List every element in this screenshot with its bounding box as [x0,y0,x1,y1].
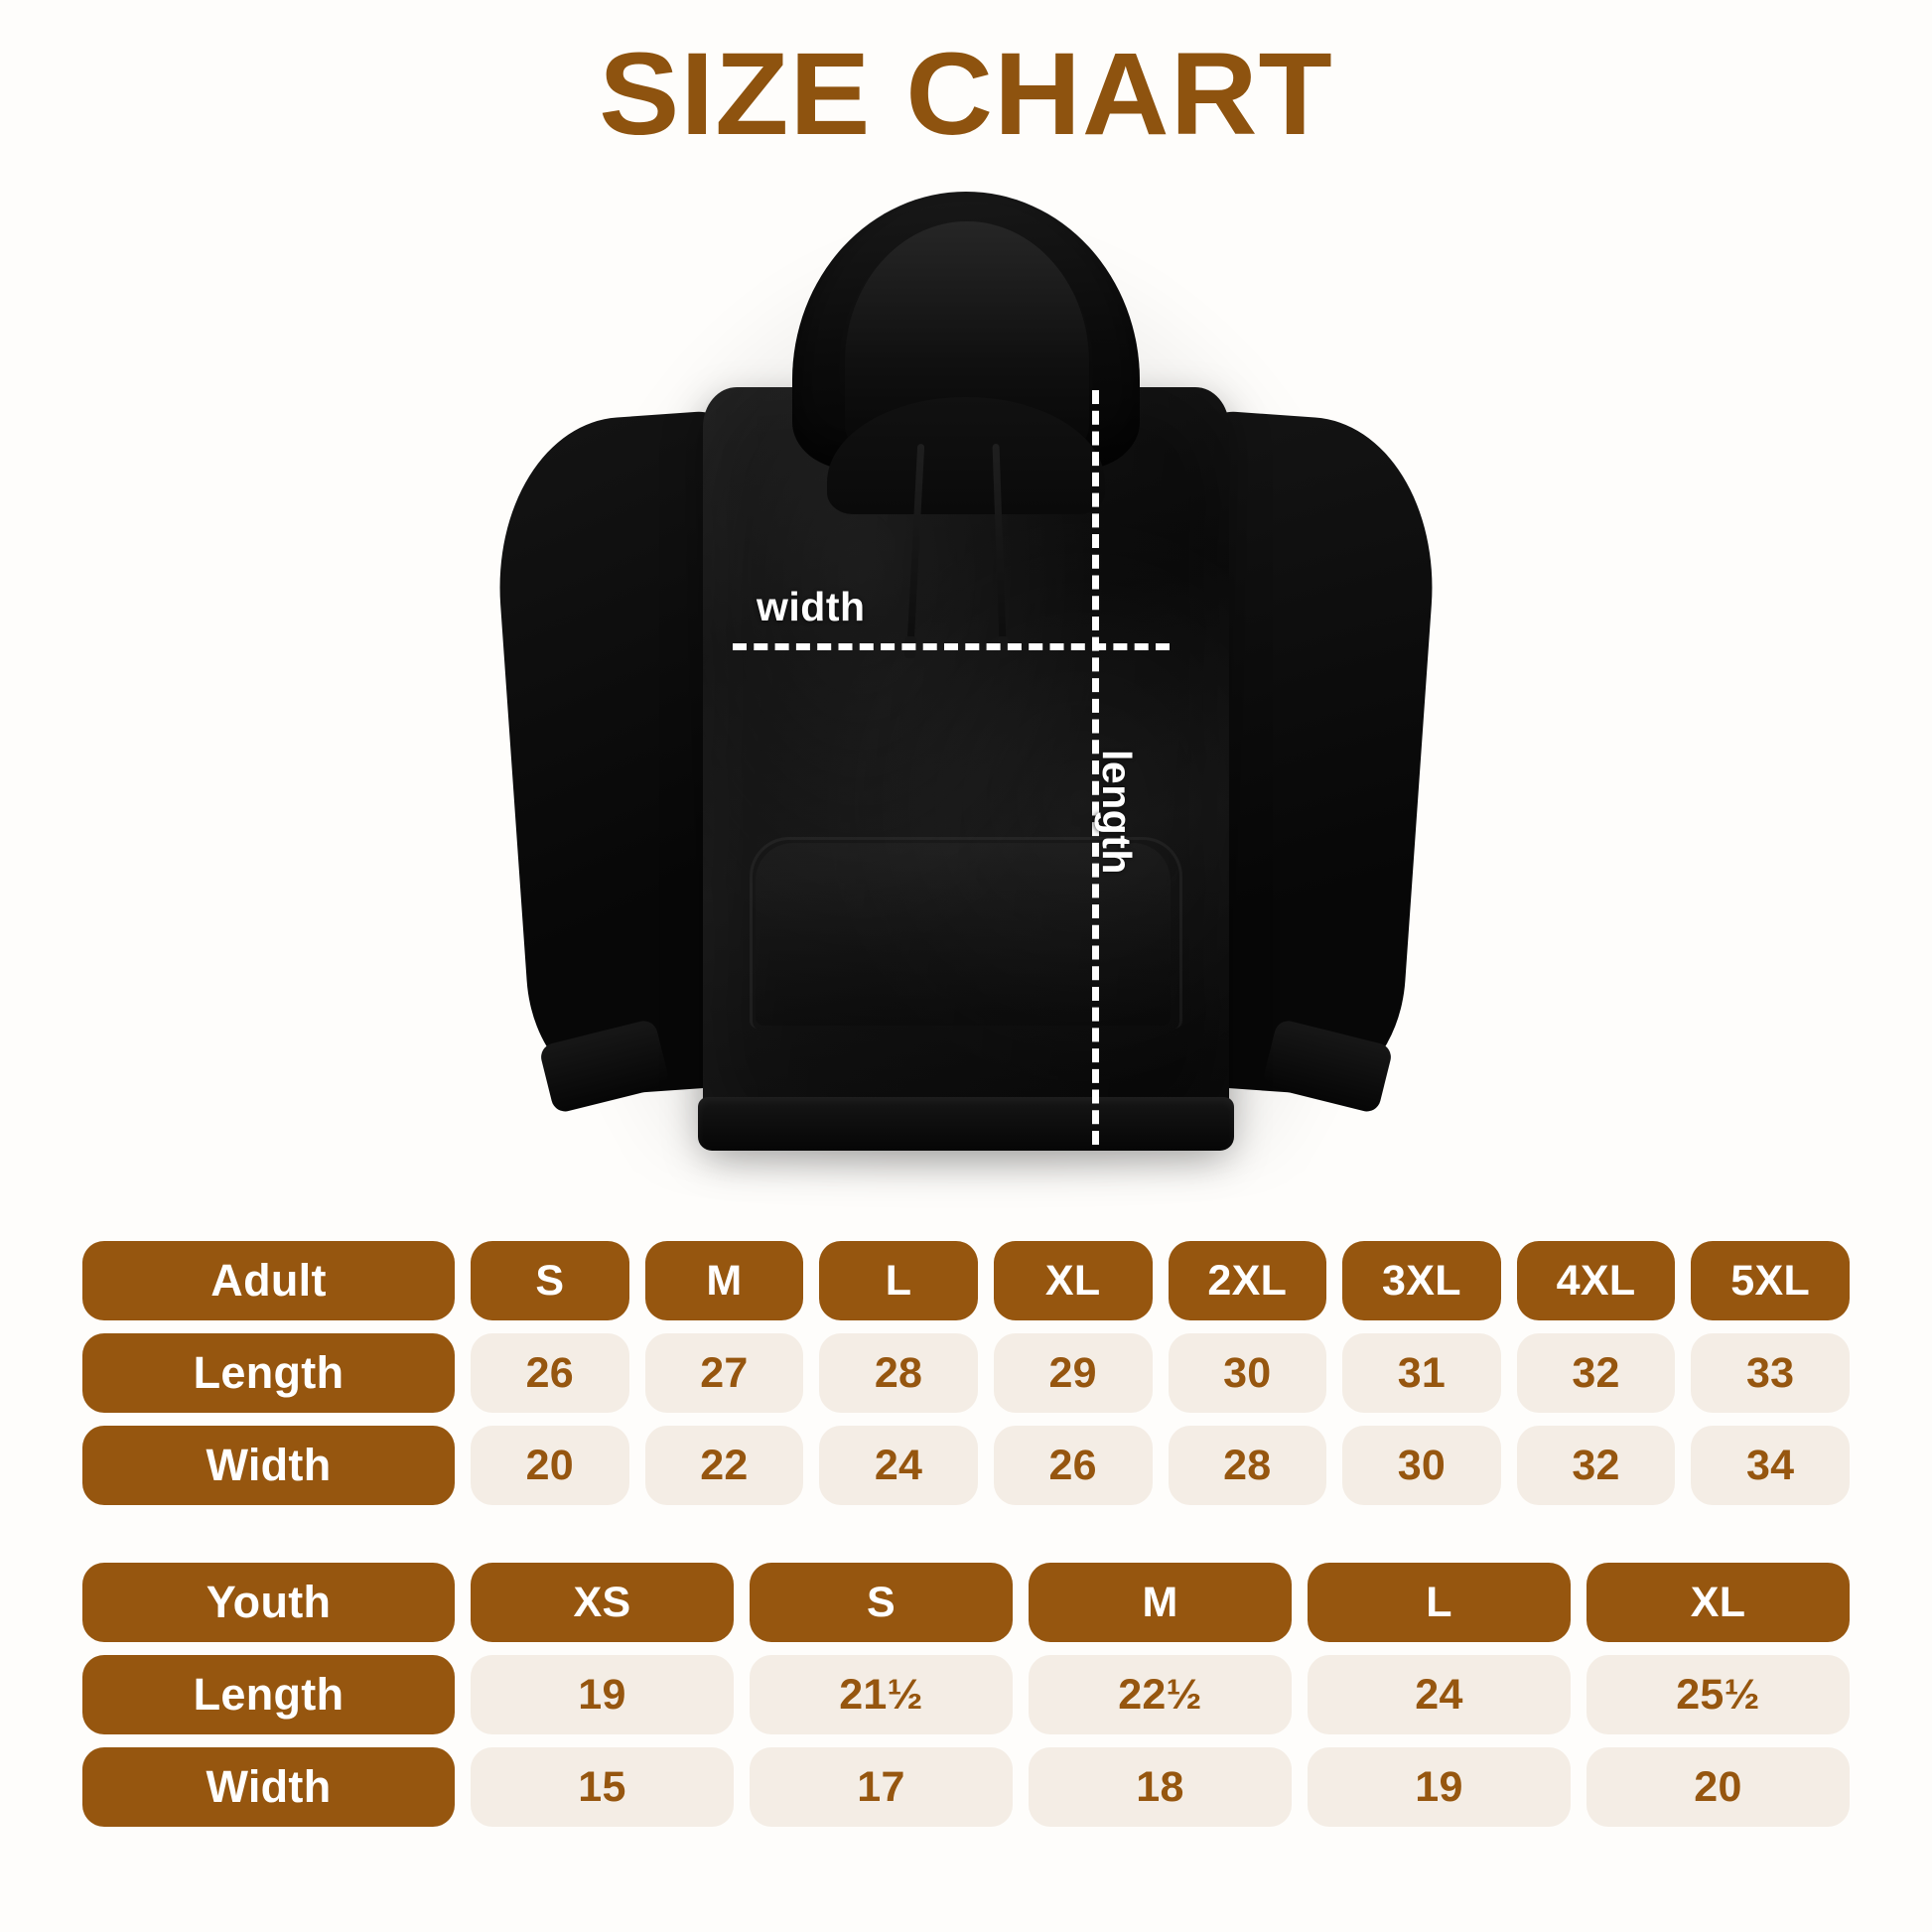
adult-size-2xl[interactable]: 2XL [1168,1241,1327,1320]
hoodie-pocket-shading [756,843,1171,1026]
adult-width-2xl: 28 [1168,1426,1327,1505]
adult-width-xl: 26 [993,1426,1153,1505]
adult-length-row: Length 26 27 28 29 30 31 32 33 [82,1333,1850,1413]
adult-width-l: 24 [819,1426,978,1505]
length-guide-label: length [1094,750,1140,875]
adult-length-l: 28 [819,1333,978,1413]
youth-size-table: Youth XS S M L XL Length 19 21½ 22½ 24 2… [82,1563,1850,1827]
width-guide-label: width [757,584,866,629]
adult-width-s: 20 [471,1426,629,1505]
adult-width-row: Width 20 22 24 26 28 30 32 34 [82,1426,1850,1505]
width-guide-line [733,643,1170,650]
adult-width-3xl: 30 [1342,1426,1501,1505]
youth-length-xl: 25½ [1587,1655,1850,1734]
youth-length-row: Length 19 21½ 22½ 24 25½ [82,1655,1850,1734]
youth-table-label: Youth [82,1563,455,1642]
adult-length-label: Length [82,1333,455,1413]
youth-width-row: Width 15 17 18 19 20 [82,1747,1850,1827]
youth-length-label: Length [82,1655,455,1734]
youth-size-l[interactable]: L [1308,1563,1571,1642]
youth-size-s[interactable]: S [750,1563,1013,1642]
adult-width-4xl: 32 [1516,1426,1676,1505]
youth-size-m[interactable]: M [1029,1563,1292,1642]
youth-width-xs: 15 [471,1747,734,1827]
adult-length-s: 26 [471,1333,629,1413]
hoodie-illustration [487,174,1445,1176]
adult-size-m[interactable]: M [644,1241,804,1320]
youth-length-s: 21½ [750,1655,1013,1734]
adult-size-l[interactable]: L [819,1241,978,1320]
adult-length-2xl: 30 [1168,1333,1327,1413]
hoodie-hem-band [698,1097,1234,1151]
youth-size-xs[interactable]: XS [471,1563,734,1642]
adult-length-xl: 29 [993,1333,1153,1413]
youth-length-xs: 19 [471,1655,734,1734]
adult-width-label: Width [82,1426,455,1505]
page-title: SIZE CHART [599,29,1333,160]
adult-size-xl[interactable]: XL [993,1241,1153,1320]
adult-size-3xl[interactable]: 3XL [1342,1241,1501,1320]
size-tables: Adult S M L XL 2XL 3XL 4XL 5XL Length 26… [0,1241,1932,1827]
adult-length-m: 27 [644,1333,804,1413]
hoodie-kangaroo-pocket [750,837,1182,1029]
youth-size-xl[interactable]: XL [1587,1563,1850,1642]
adult-size-5xl[interactable]: 5XL [1691,1241,1850,1320]
youth-length-l: 24 [1308,1655,1571,1734]
youth-width-s: 17 [750,1747,1013,1827]
adult-size-table: Adult S M L XL 2XL 3XL 4XL 5XL Length 26… [82,1241,1850,1505]
adult-width-5xl: 34 [1691,1426,1850,1505]
adult-length-4xl: 32 [1516,1333,1676,1413]
hoodie-diagram: width length [0,174,1932,1186]
adult-size-s[interactable]: S [471,1241,629,1320]
youth-width-m: 18 [1029,1747,1292,1827]
adult-size-4xl[interactable]: 4XL [1516,1241,1676,1320]
youth-length-m: 22½ [1029,1655,1292,1734]
youth-width-l: 19 [1308,1747,1571,1827]
youth-header-row: Youth XS S M L XL [82,1563,1850,1642]
adult-length-3xl: 31 [1342,1333,1501,1413]
length-guide-line [1092,390,1099,1145]
youth-width-xl: 20 [1587,1747,1850,1827]
adult-table-label: Adult [82,1241,455,1320]
adult-width-m: 22 [644,1426,804,1505]
adult-header-row: Adult S M L XL 2XL 3XL 4XL 5XL [82,1241,1850,1320]
youth-width-label: Width [82,1747,455,1827]
adult-length-5xl: 33 [1691,1333,1850,1413]
